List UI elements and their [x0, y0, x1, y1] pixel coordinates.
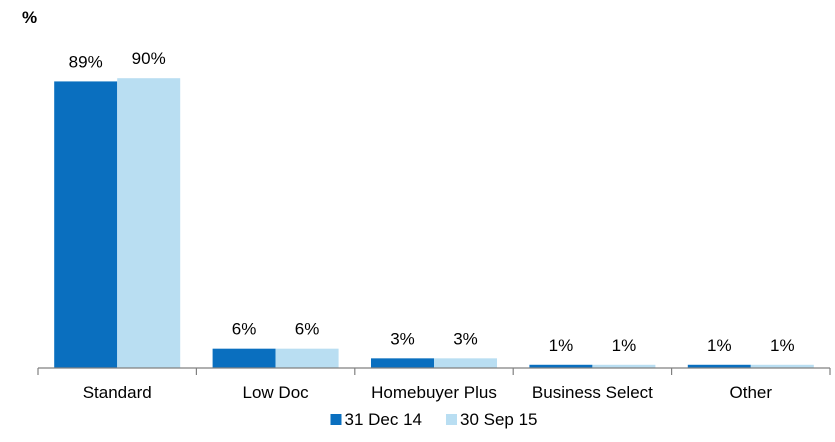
bar-2-4 [750, 364, 814, 368]
data-label-2-0: 90% [132, 49, 166, 68]
bar-1-3 [529, 364, 593, 368]
data-label-1-1: 6% [232, 320, 257, 339]
legend: 31 Dec 14 30 Sep 15 [330, 410, 538, 429]
data-label-1-4: 1% [707, 336, 732, 355]
legend-label-1: 31 Dec 14 [344, 410, 422, 429]
bar-2-1 [275, 348, 339, 368]
legend-item-2: 30 Sep 15 [445, 410, 538, 429]
bar-1-0 [54, 81, 118, 369]
x-tick-label-0: Standard [83, 383, 152, 402]
data-label-1-0: 89% [69, 52, 103, 71]
data-label-2-1: 6% [295, 320, 320, 339]
y-axis-unit-label: % [22, 8, 37, 27]
legend-swatch-2 [445, 414, 457, 425]
bar-1-2 [371, 358, 434, 368]
data-label-2-3: 1% [612, 336, 637, 355]
legend-swatch-1 [330, 414, 342, 425]
x-tick-label-2: Homebuyer Plus [371, 383, 497, 402]
bar-1-1 [212, 348, 276, 368]
legend-label-2: 30 Sep 15 [460, 410, 538, 429]
x-axis: Standard Low Doc Homebuyer Plus Business Se… [37, 367, 831, 402]
bar-2-0 [117, 78, 181, 368]
x-tick-label-4: Other [730, 383, 773, 402]
data-label-1-3: 1% [549, 336, 574, 355]
data-label-2-2: 3% [453, 329, 478, 348]
bar-1-4 [687, 364, 751, 368]
data-label-1-2: 3% [390, 329, 415, 348]
bar-2-2 [434, 358, 497, 368]
data-labels-layer: 89% 90% 6% 6% 3% 3% 1% 1% 1% 1% [69, 49, 795, 355]
data-label-2-4: 1% [770, 336, 795, 355]
bar-2-3 [592, 364, 656, 368]
x-tick-label-1: Low Doc [243, 383, 310, 402]
bars-layer [54, 78, 814, 369]
x-tick-label-3: Business Select [532, 383, 653, 402]
legend-item-1: 31 Dec 14 [330, 410, 422, 429]
